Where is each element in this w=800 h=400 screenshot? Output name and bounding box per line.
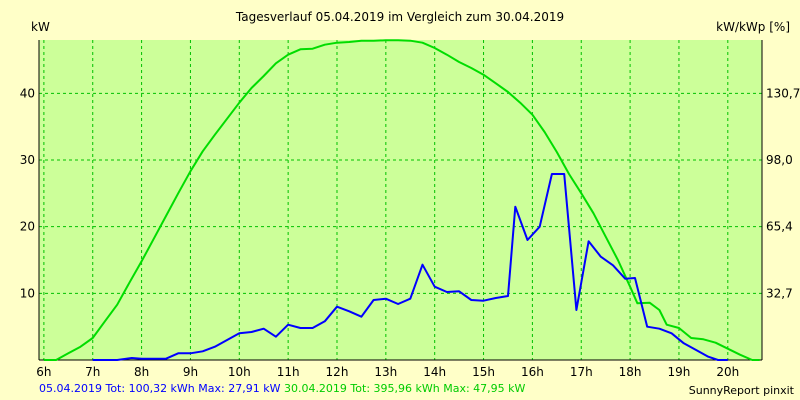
y-tick-left: 40 <box>20 86 35 100</box>
x-tick-label: 10h <box>228 365 251 379</box>
y-tick-right: 130,7 <box>766 86 800 100</box>
y-tick-left: 20 <box>20 220 35 234</box>
x-tick-label: 20h <box>716 365 739 379</box>
y-axis-left-label: kW <box>31 20 50 34</box>
series-line-2 <box>43 39 760 361</box>
series-line-1 <box>92 173 728 361</box>
x-tick-label: 8h <box>134 365 149 379</box>
x-tick-label: 13h <box>374 365 397 379</box>
plot-area <box>39 40 762 360</box>
y-tick-left: 30 <box>20 153 35 167</box>
x-tick-label: 12h <box>326 365 349 379</box>
x-tick-label: 16h <box>521 365 544 379</box>
y-tick-right: 98,0 <box>766 153 793 167</box>
x-tick-label: 18h <box>619 365 642 379</box>
y-tick-left: 10 <box>20 286 35 300</box>
credit-text: SunnyReport pinxit <box>688 384 794 397</box>
x-tick-label: 11h <box>277 365 300 379</box>
y-axis-right-label: kW/kWp [%] <box>716 20 790 34</box>
legend-series-2: 30.04.2019 Tot: 395,96 kWh Max: 47,95 kW <box>280 382 526 395</box>
y-tick-right: 65,4 <box>766 220 793 234</box>
y-tick-right: 32,7 <box>766 286 793 300</box>
x-tick-label: 17h <box>570 365 593 379</box>
x-tick-label: 19h <box>668 365 691 379</box>
x-tick-label: 9h <box>183 365 198 379</box>
x-tick-label: 6h <box>36 365 51 379</box>
chart-title: Tagesverlauf 05.04.2019 im Vergleich zum… <box>235 10 565 24</box>
legend-series-1: 05.04.2019 Tot: 100,32 kWh Max: 27,91 kW <box>39 382 281 395</box>
x-tick-label: 14h <box>423 365 446 379</box>
x-tick-label: 15h <box>472 365 495 379</box>
x-tick-label: 7h <box>85 365 100 379</box>
legend-footer: 05.04.2019 Tot: 100,32 kWh Max: 27,91 kW… <box>39 382 525 395</box>
